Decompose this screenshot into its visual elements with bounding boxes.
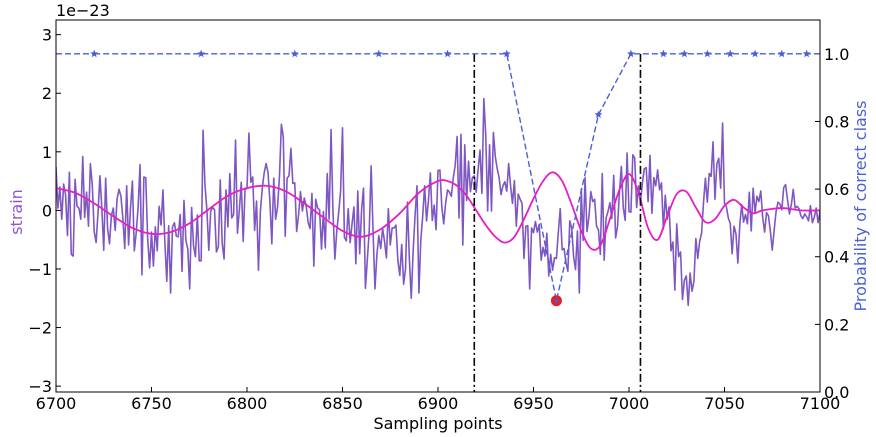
probability-marker [626, 49, 635, 58]
y-left-tick-label: −2 [28, 319, 52, 338]
x-tick-label: 6950 [513, 394, 554, 413]
probability-marker [594, 110, 603, 119]
plot-frame [55, 19, 821, 393]
probability-marker [553, 297, 560, 304]
probability-marker [726, 49, 735, 58]
offset-label: 1e−23 [56, 1, 110, 20]
probability-marker [502, 49, 511, 58]
probability-marker [290, 49, 299, 58]
series-layer [56, 97, 820, 307]
x-tick-label: 7000 [609, 394, 650, 413]
probability-marker [90, 49, 99, 58]
probability-markers [56, 49, 820, 307]
y-axis-title-left: strain [7, 189, 26, 235]
noisy-strain-line [56, 97, 820, 307]
y-left-tick-label: 0 [42, 201, 52, 220]
probability-marker [197, 49, 206, 58]
y-right-tick-label: 1.0 [824, 45, 849, 64]
y-right-tick-label: 0.0 [824, 383, 849, 402]
y-left-tick-label: −1 [28, 260, 52, 279]
y-right-tick-label: 0.4 [824, 248, 849, 267]
y-right-tick-label: 0.8 [824, 112, 849, 131]
probability-marker [802, 49, 811, 58]
x-tick-label: 7100 [800, 394, 841, 413]
x-tick-label: 6750 [131, 394, 172, 413]
probability-marker [751, 49, 760, 58]
probability-marker [659, 49, 668, 58]
x-tick-label: 6850 [322, 394, 363, 413]
probability-marker [443, 49, 452, 58]
x-tick-label: 6700 [36, 394, 77, 413]
template-line [56, 171, 820, 251]
y-axis-title-right: Probability of correct class [851, 101, 870, 312]
x-tick-label: 6900 [418, 394, 459, 413]
probability-marker [777, 49, 786, 58]
y-left-tick-label: 2 [42, 84, 52, 103]
x-axis-title: Sampling points [373, 414, 502, 433]
x-tick-label: 6800 [227, 394, 268, 413]
y-left-tick-label: 3 [42, 26, 52, 45]
probability-line [94, 53, 820, 301]
probability-marker [680, 49, 689, 58]
tick-labels: 6700 6750 6800 6850 6900 6950 7000 7050 7100 −3 −2… [28, 26, 849, 413]
y-left-tick-label: 1 [42, 143, 52, 162]
y-right-tick-label: 0.6 [824, 180, 849, 199]
probability-marker [374, 49, 383, 58]
x-tick-label: 7050 [704, 394, 745, 413]
y-left-tick-label: −3 [28, 377, 52, 396]
y-right-tick-label: 0.2 [824, 315, 849, 334]
probability-marker [703, 49, 712, 58]
